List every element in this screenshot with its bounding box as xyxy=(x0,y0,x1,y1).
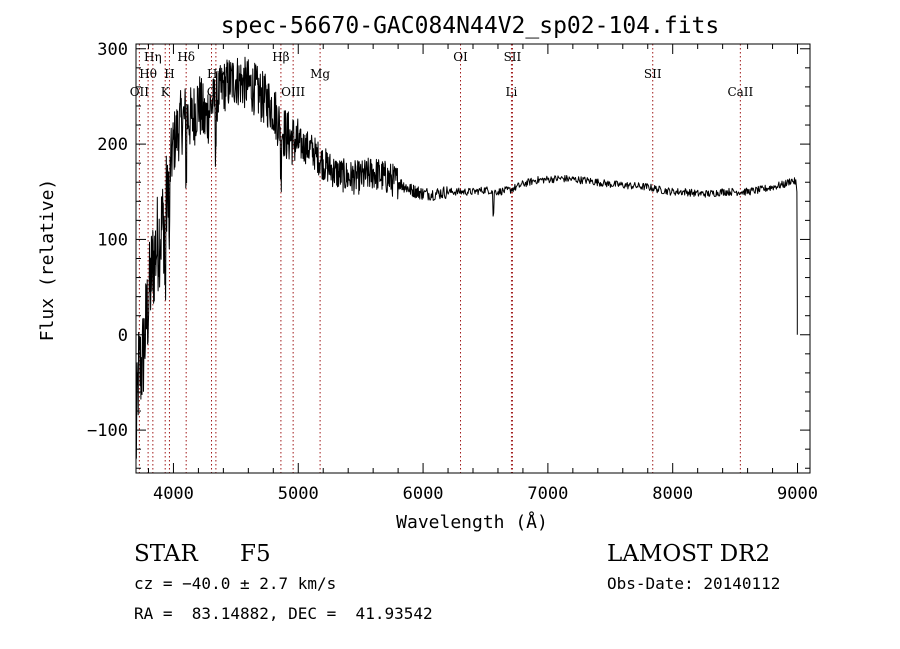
spectral-line-label: OIII xyxy=(281,85,305,99)
object-subclass: F5 xyxy=(240,541,271,567)
redshift-velocity: cz = −40.0 ± 2.7 km/s xyxy=(134,574,337,593)
spectral-line-markers xyxy=(138,44,741,473)
y-axis-ticks: −100 0 100 200 300 xyxy=(87,40,810,469)
y-tick-label: 200 xyxy=(97,135,128,155)
y-tick-label: 0 xyxy=(118,326,128,346)
survey-name: LAMOST DR2 xyxy=(607,541,771,567)
x-tick-label: 9000 xyxy=(777,484,818,504)
spectral-line-label: SII xyxy=(644,67,662,81)
spectrum-line xyxy=(135,56,798,459)
y-tick-label: −100 xyxy=(87,421,128,441)
x-tick-label: 5000 xyxy=(278,484,319,504)
x-tick-label: 4000 xyxy=(153,484,194,504)
x-tick-label: 6000 xyxy=(403,484,444,504)
spectral-line-label: Hδ xyxy=(177,50,195,64)
spectral-line-label: SII xyxy=(504,50,522,64)
spectral-line-label: OII xyxy=(130,85,150,99)
spectral-line-label: OI xyxy=(453,50,468,64)
y-tick-label: 100 xyxy=(97,230,128,250)
spectral-line-label: K xyxy=(161,85,171,99)
spectral-line-label: Hη xyxy=(144,50,162,64)
spectral-line-label: Hθ xyxy=(139,67,157,81)
spectral-line-label: Hβ xyxy=(272,50,289,64)
x-tick-label: 8000 xyxy=(652,484,693,504)
spectral-line-label: Mg xyxy=(310,67,330,81)
object-class: STAR xyxy=(134,541,198,567)
spectral-line-label: Li xyxy=(506,85,518,99)
x-axis-ticks: 4000 5000 6000 7000 8000 9000 xyxy=(147,44,818,504)
y-tick-label: 300 xyxy=(97,40,128,60)
spectral-line-label: H xyxy=(164,67,174,81)
x-axis-label: Wavelength (Å) xyxy=(396,511,548,533)
coordinates: RA = 83.14882, DEC = 41.93542 xyxy=(134,604,433,623)
spectral-line-label: CaII xyxy=(727,85,753,99)
chart-title: spec-56670-GAC084N44V2_sp02-104.fits xyxy=(221,13,720,39)
x-tick-label: 7000 xyxy=(527,484,568,504)
y-axis-label: Flux (relative) xyxy=(37,179,58,342)
spectral-line-label: G xyxy=(207,85,217,99)
observation-date: Obs-Date: 20140112 xyxy=(607,574,781,593)
plot-frame xyxy=(135,43,811,474)
